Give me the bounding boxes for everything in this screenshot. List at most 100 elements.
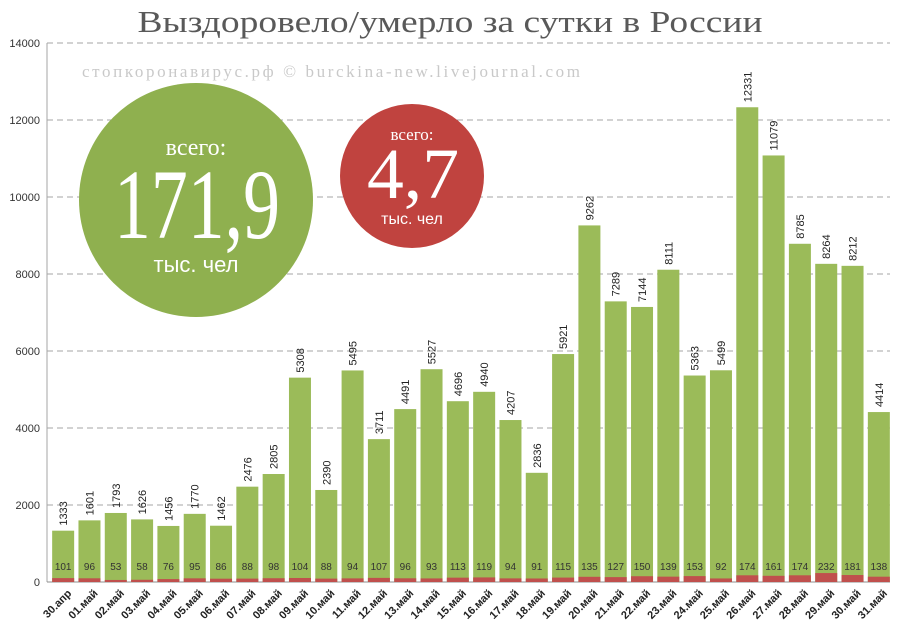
recovered-value-label: 5921	[558, 325, 570, 349]
deaths-value-label: 96	[84, 562, 96, 573]
deaths-bar	[815, 573, 838, 582]
recovered-value-label: 4207	[505, 391, 517, 415]
deaths-bar	[709, 578, 732, 582]
recovered-value-label: 7144	[637, 277, 649, 301]
recovered-total-badge: всего: 171,9 тыс. чел	[79, 83, 313, 317]
deaths-bar	[288, 577, 311, 582]
recovered-bar	[210, 525, 233, 582]
y-tick-label: 6000	[16, 346, 40, 358]
recovered-bar	[578, 225, 601, 582]
deaths-bar	[473, 577, 496, 582]
recovered-value-label: 12331	[742, 72, 754, 103]
recovered-value-label: 5499	[716, 341, 728, 365]
recovered-value-label: 2390	[321, 461, 333, 485]
deaths-bar	[446, 577, 469, 582]
recovered-bar	[525, 472, 548, 582]
deaths-bar	[157, 579, 180, 582]
deaths-value-label: 153	[686, 562, 703, 573]
deaths-value-label: 92	[715, 562, 727, 573]
recovered-total-circle	[79, 83, 313, 317]
recovered-bar	[262, 474, 285, 582]
recovered-total-unit: тыс. чел	[154, 252, 239, 277]
deaths-value-label: 138	[871, 562, 888, 573]
deaths-bar	[210, 578, 233, 582]
recovered-bar	[78, 520, 101, 582]
recovered-bar	[552, 354, 575, 582]
recovered-value-label: 4696	[453, 372, 465, 396]
recovered-value-label: 5308	[295, 348, 307, 372]
recovered-bar	[104, 512, 127, 582]
recovered-value-label: 5495	[348, 341, 360, 365]
deaths-value-label: 135	[581, 562, 598, 573]
y-tick-label: 14000	[9, 38, 40, 50]
deaths-bar	[657, 576, 680, 582]
recovered-value-label: 1626	[137, 490, 149, 514]
recovered-bar	[788, 243, 811, 582]
deaths-value-label: 139	[660, 562, 677, 573]
deaths-total-circle	[340, 104, 484, 248]
deaths-bar	[315, 578, 338, 582]
deaths-value-label: 93	[426, 562, 438, 573]
recovered-bar	[841, 265, 864, 582]
recovered-value-label: 7289	[611, 272, 623, 296]
recovered-value-label: 3711	[374, 410, 386, 434]
deaths-bar	[499, 578, 522, 582]
deaths-value-label: 174	[792, 562, 809, 573]
deaths-bar	[788, 575, 811, 582]
deaths-value-label: 96	[400, 562, 412, 573]
recovered-bar	[709, 370, 732, 582]
deaths-bar	[578, 576, 601, 582]
deaths-value-label: 91	[531, 562, 543, 573]
recovered-value-label: 8212	[848, 236, 860, 260]
deaths-bar	[367, 577, 390, 582]
deaths-bar	[736, 575, 759, 582]
deaths-bar	[131, 579, 154, 582]
recovered-value-label: 5363	[690, 346, 702, 370]
recovered-bar	[288, 377, 311, 582]
recovered-bar	[499, 420, 522, 582]
recovered-value-label: 8111	[663, 242, 675, 265]
deaths-value-label: 150	[634, 562, 651, 573]
deaths-value-label: 101	[55, 562, 72, 573]
y-tick-label: 10000	[9, 192, 40, 204]
recovered-bar	[157, 525, 180, 582]
deaths-bar	[104, 579, 127, 582]
recovered-value-label: 1462	[216, 496, 228, 520]
recovered-bar	[657, 269, 680, 582]
recovered-value-label: 4414	[874, 383, 886, 407]
deaths-bar	[394, 578, 417, 582]
deaths-value-label: 104	[292, 562, 309, 573]
recovered-value-label: 9262	[584, 196, 596, 220]
deaths-bar	[525, 578, 548, 582]
watermark: стопкоронавирус.рф © burckina-new.livejo…	[82, 62, 580, 81]
deaths-total-unit: тыс. чел	[381, 211, 443, 228]
deaths-total-label: всего:	[391, 125, 434, 144]
y-tick-label: 12000	[9, 115, 40, 127]
deaths-bar	[552, 577, 575, 582]
deaths-bar	[52, 578, 75, 582]
recovered-bar	[736, 107, 759, 582]
recovered-bar	[631, 306, 654, 582]
deaths-total-badge: всего: 4,7 тыс. чел	[340, 104, 484, 248]
recovered-bar	[473, 391, 496, 582]
recovered-value-label: 5527	[427, 340, 439, 364]
x-tick-label: 31.май	[856, 588, 890, 622]
recovered-total-value: 171,9	[114, 149, 280, 260]
deaths-value-label: 95	[189, 562, 201, 573]
deaths-value-label: 232	[818, 562, 835, 573]
y-tick-label: 0	[34, 577, 40, 589]
recovered-value-label: 1333	[58, 501, 70, 525]
deaths-value-label: 88	[321, 562, 333, 573]
deaths-bar	[841, 575, 864, 582]
recovered-bar	[367, 439, 390, 582]
deaths-value-label: 161	[765, 562, 782, 573]
deaths-value-label: 94	[347, 562, 359, 573]
deaths-value-label: 181	[844, 562, 861, 573]
recovered-bar	[420, 369, 443, 582]
deaths-value-label: 174	[739, 562, 756, 573]
deaths-value-label: 86	[215, 562, 227, 573]
deaths-value-label: 113	[450, 562, 466, 573]
recovered-bar	[131, 519, 154, 582]
recovered-bar	[446, 401, 469, 582]
